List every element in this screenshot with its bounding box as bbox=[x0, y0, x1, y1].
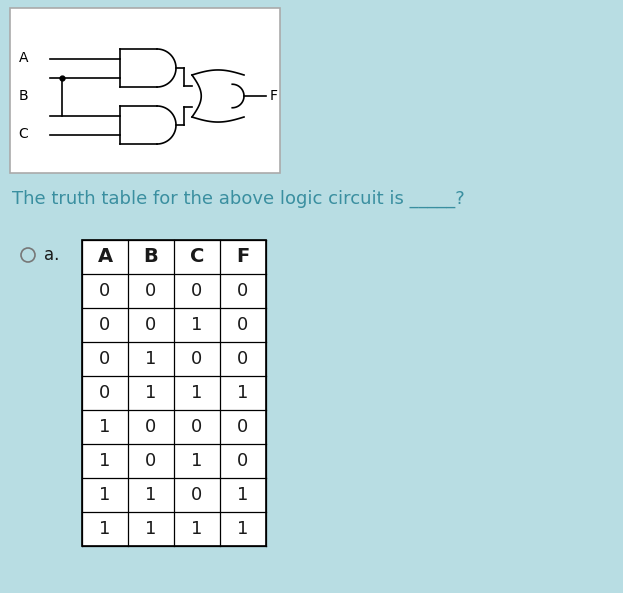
Text: 0: 0 bbox=[191, 418, 202, 436]
Text: C: C bbox=[18, 127, 28, 142]
FancyBboxPatch shape bbox=[82, 240, 266, 546]
FancyBboxPatch shape bbox=[10, 8, 280, 173]
Text: C: C bbox=[190, 247, 204, 266]
Text: 0: 0 bbox=[237, 282, 249, 300]
Text: 1: 1 bbox=[145, 520, 157, 538]
Text: a.: a. bbox=[44, 246, 59, 264]
Text: 1: 1 bbox=[99, 452, 111, 470]
Text: 1: 1 bbox=[237, 384, 249, 402]
Text: 0: 0 bbox=[237, 418, 249, 436]
Text: 0: 0 bbox=[191, 350, 202, 368]
Text: 1: 1 bbox=[99, 486, 111, 504]
Text: 0: 0 bbox=[145, 418, 156, 436]
Text: F: F bbox=[236, 247, 250, 266]
Text: 0: 0 bbox=[237, 350, 249, 368]
Text: 0: 0 bbox=[100, 316, 111, 334]
Text: 0: 0 bbox=[100, 384, 111, 402]
Text: 0: 0 bbox=[145, 452, 156, 470]
Text: B: B bbox=[144, 247, 158, 266]
Text: 0: 0 bbox=[145, 282, 156, 300]
Text: 0: 0 bbox=[191, 486, 202, 504]
Text: B: B bbox=[18, 90, 28, 104]
Circle shape bbox=[21, 248, 35, 262]
Text: A: A bbox=[97, 247, 113, 266]
Text: 0: 0 bbox=[237, 452, 249, 470]
Text: 0: 0 bbox=[100, 282, 111, 300]
Text: A: A bbox=[19, 52, 28, 65]
Text: 0: 0 bbox=[237, 316, 249, 334]
Text: 1: 1 bbox=[191, 316, 202, 334]
Text: 1: 1 bbox=[191, 384, 202, 402]
Text: 1: 1 bbox=[99, 418, 111, 436]
Text: The truth table for the above logic circuit is _____?: The truth table for the above logic circ… bbox=[12, 190, 465, 208]
Text: 0: 0 bbox=[191, 282, 202, 300]
Text: F: F bbox=[270, 89, 278, 103]
Text: 0: 0 bbox=[145, 316, 156, 334]
Text: 1: 1 bbox=[237, 520, 249, 538]
Text: 1: 1 bbox=[237, 486, 249, 504]
Text: 1: 1 bbox=[191, 520, 202, 538]
Text: 1: 1 bbox=[145, 350, 157, 368]
Text: 1: 1 bbox=[145, 486, 157, 504]
Text: 0: 0 bbox=[100, 350, 111, 368]
Text: 1: 1 bbox=[99, 520, 111, 538]
Text: 1: 1 bbox=[145, 384, 157, 402]
Text: 1: 1 bbox=[191, 452, 202, 470]
